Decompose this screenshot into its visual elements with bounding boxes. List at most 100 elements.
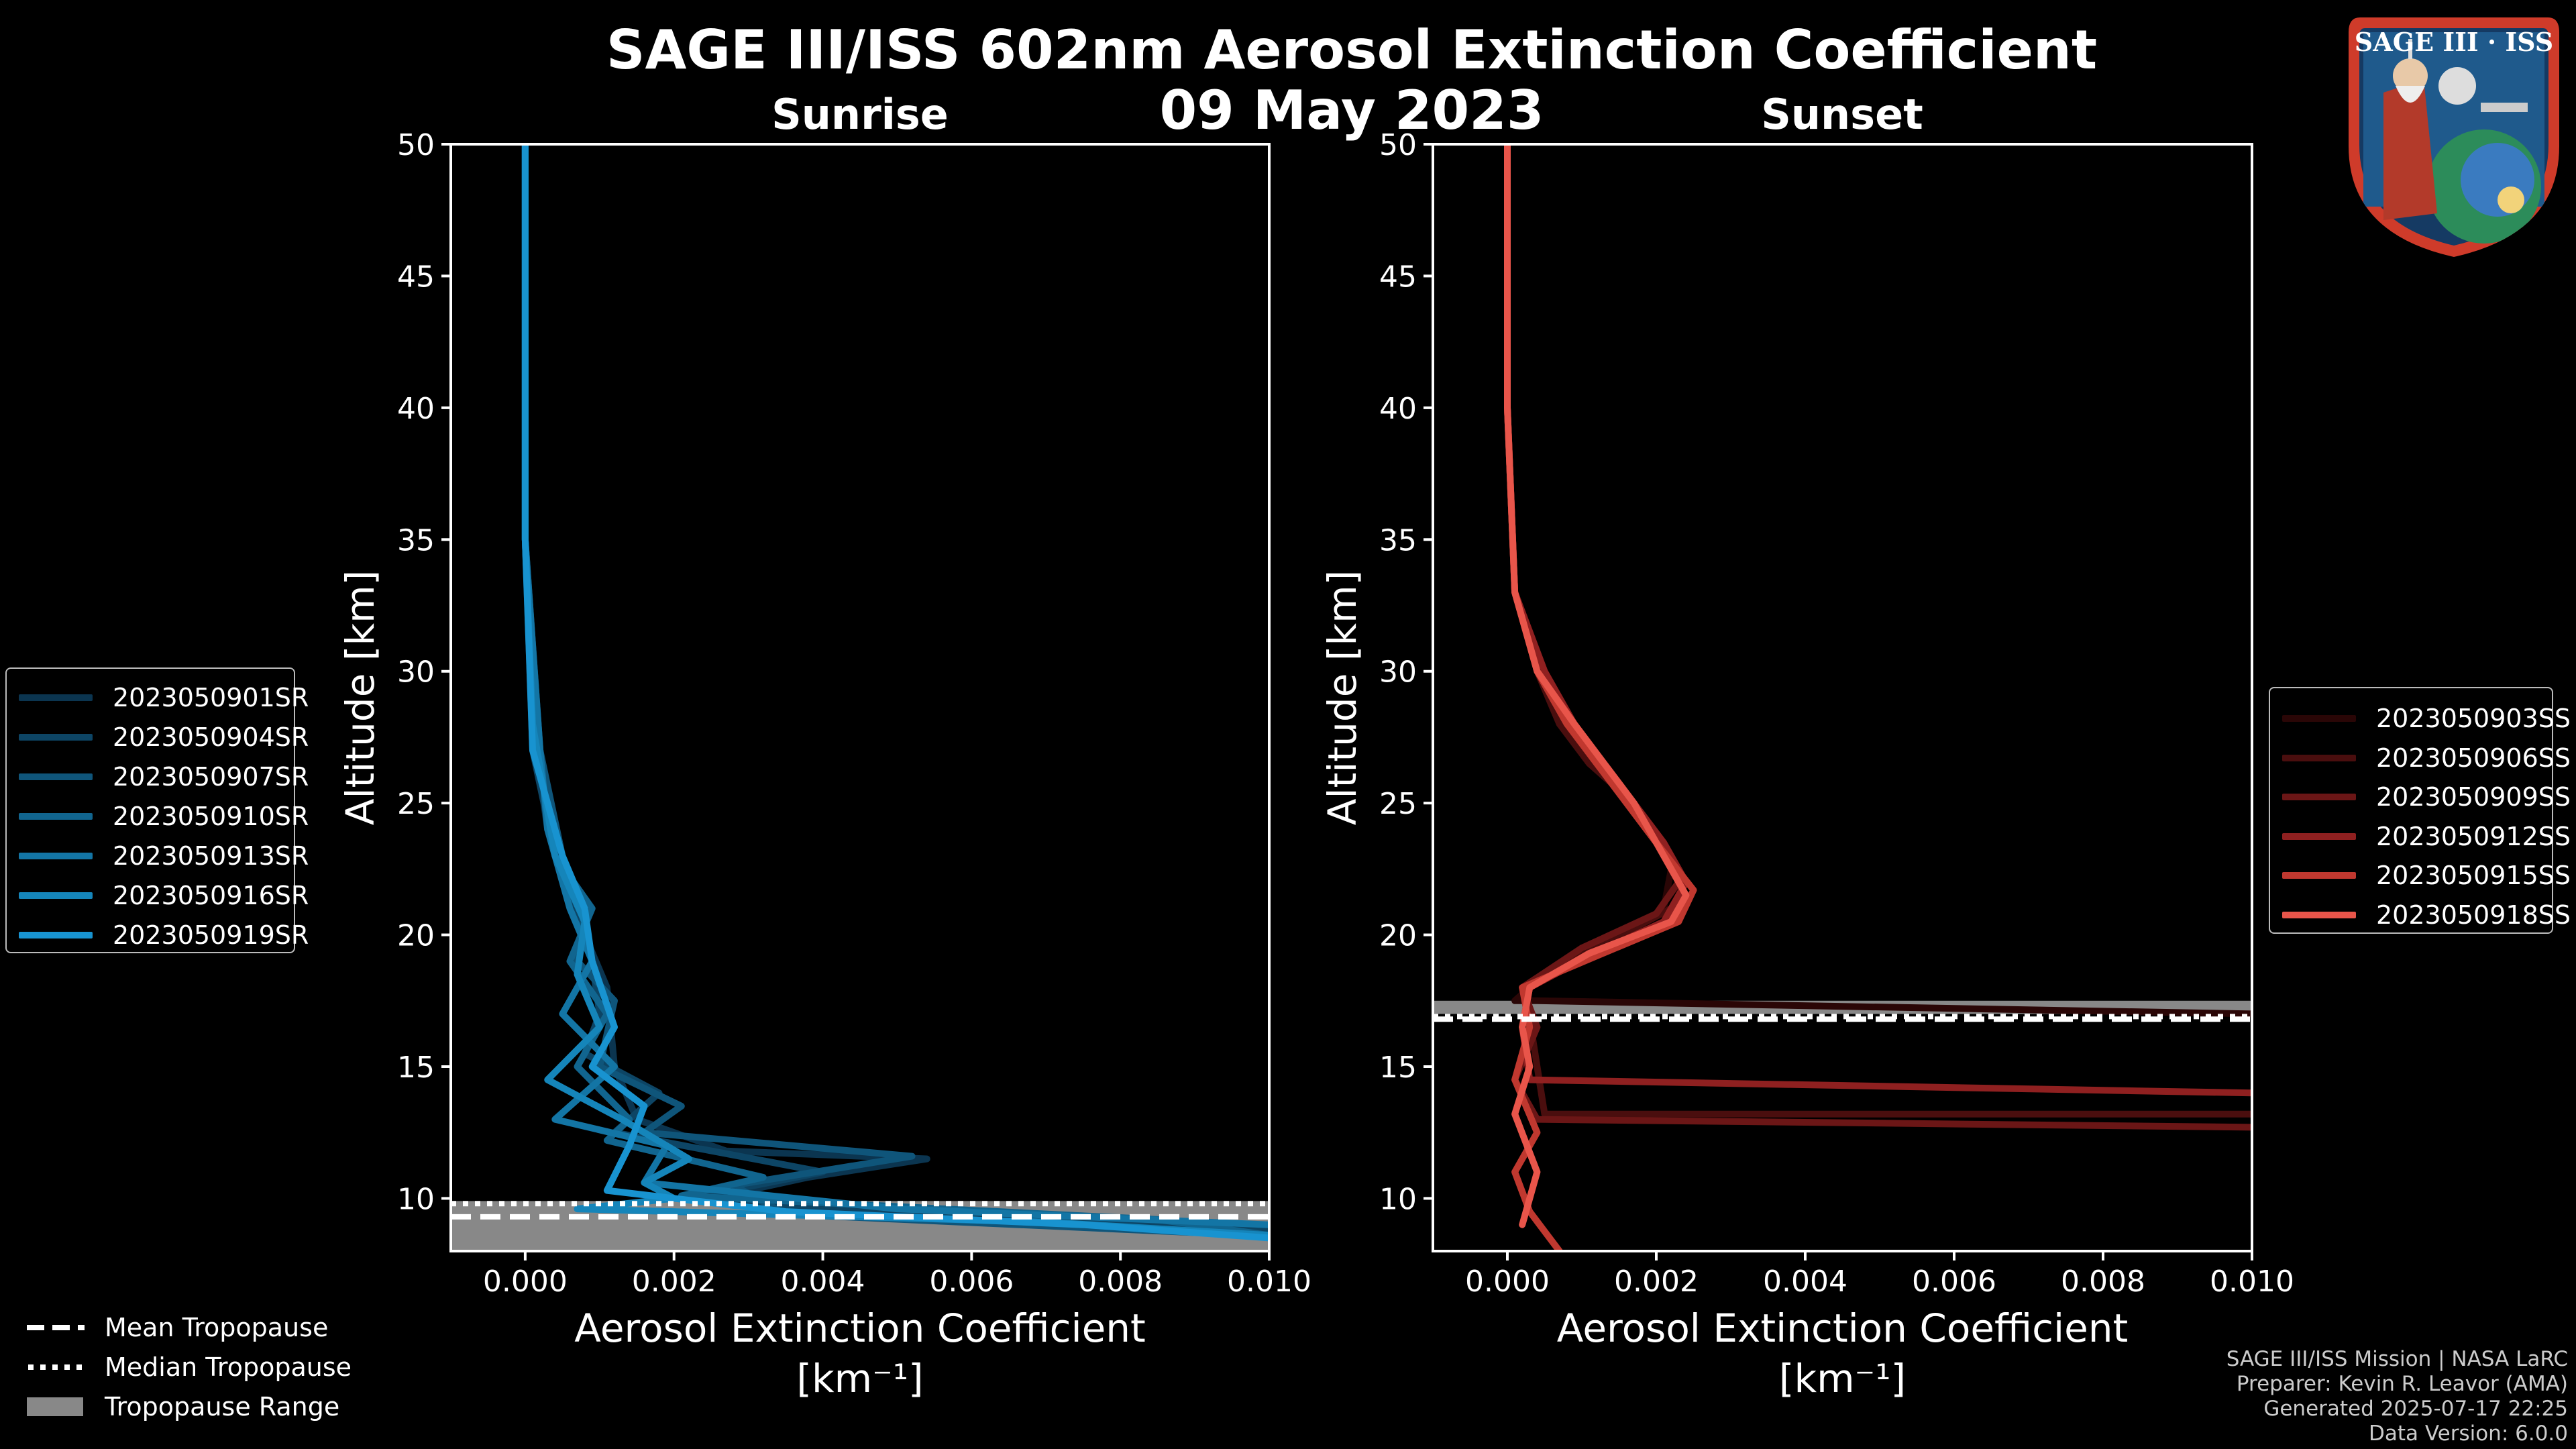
sunset-legend-label: 2023050906SS <box>2376 743 2571 773</box>
sunrise-series-line-2023050913SR <box>521 144 1269 1228</box>
sunset-legend-swatch <box>2282 911 2356 918</box>
sunset-xtick-label: 0.008 <box>2061 1265 2145 1299</box>
sunset-xtick-label: 0.000 <box>1465 1265 1550 1299</box>
sunset-ytick-label: 25 <box>1379 787 1417 821</box>
sunrise-legend-item: 2023050901SR <box>7 678 309 717</box>
footer-mission: SAGE III/ISS Mission | NASA LaRC <box>2226 1347 2568 1371</box>
tropopause-range-label: Tropopause Range <box>105 1392 340 1421</box>
sunrise-ytick-label: 40 <box>397 392 435 426</box>
sunrise-legend-swatch <box>19 734 93 741</box>
sunrise-xaxis-label: Aerosol Extinction Coefficient <box>574 1305 1146 1351</box>
sunset-ytick-label: 15 <box>1379 1051 1417 1085</box>
sunset-series-line-2023050918SS <box>1504 144 1690 1228</box>
logo-text: SAGE III · ISS <box>2355 27 2553 57</box>
sunset-legend-item: 2023050909SS <box>2270 777 2571 816</box>
sunrise-legend-item: 2023050916SR <box>7 876 309 915</box>
sunrise-legend-item: 2023050910SR <box>7 797 309 836</box>
sunrise-legend-label: 2023050904SR <box>113 722 309 752</box>
sunset-legend-label: 2023050903SS <box>2376 704 2571 733</box>
sunset-series-line-2023050909SS <box>1504 144 2252 1131</box>
sunset-legend: 2023050903SS 2023050906SS 2023050909SS 2023… <box>2269 687 2571 934</box>
sunset-legend-item: 2023050903SS <box>2270 699 2571 738</box>
sunrise-xtick-label: 0.000 <box>483 1265 568 1299</box>
sunrise-axes-frame <box>449 143 1271 1252</box>
footer-version: Data Version: 6.0.0 <box>2368 1421 2568 1446</box>
sunset-ytick-label: 35 <box>1379 523 1417 557</box>
sunrise-legend-item: 2023050919SR <box>7 916 309 955</box>
sunset-xaxis-unit: [km⁻¹] <box>1779 1356 1906 1401</box>
sunset-legend-label: 2023050909SS <box>2376 782 2571 812</box>
sunrise-series-line-2023050901SR <box>521 144 1199 1228</box>
sunrise-xtick-label: 0.004 <box>781 1265 865 1299</box>
sunrise-legend-item: 2023050904SR <box>7 718 309 757</box>
sunset-legend-swatch <box>2282 715 2356 722</box>
sunrise-legend-swatch <box>19 694 93 701</box>
sunset-ytick-label: 50 <box>1379 128 1417 162</box>
sunrise-legend-item: 2023050907SR <box>7 757 309 796</box>
sunrise-ytick-label: 15 <box>397 1051 435 1085</box>
sunset-ytick-label: 40 <box>1379 392 1417 426</box>
figure-title: SAGE III/ISS 602nm Aerosol Extinction Co… <box>606 19 2098 81</box>
sunrise-legend-label: 2023050907SR <box>113 762 309 792</box>
sunrise-ytick-label: 20 <box>397 919 435 953</box>
sunrise-legend-item: 2023050913SR <box>7 837 309 875</box>
sunset-panel: 10 15 20 25 30 35 40 45 50 0.000 0.002 0.004 0.006 0.… <box>1320 90 2294 1401</box>
sunset-series-line-2023050912SS <box>1504 144 2252 1097</box>
sunset-ytick-label: 45 <box>1379 260 1417 294</box>
sunset-legend-swatch <box>2282 754 2356 761</box>
sunrise-legend: 2023050901SR 2023050904SR 2023050907SR 2023… <box>5 667 309 953</box>
sunrise-legend-swatch <box>19 813 93 820</box>
sunrise-xtick-label: 0.008 <box>1078 1265 1163 1299</box>
sunrise-series-line-2023050910SR <box>521 144 1269 1239</box>
sunrise-xtick-label: 0.002 <box>632 1265 716 1299</box>
sunrise-ytick-label: 45 <box>397 260 435 294</box>
sunrise-ytick-label: 35 <box>397 523 435 557</box>
sunrise-ytick-label: 30 <box>397 655 435 690</box>
sunset-xtick-label: 0.006 <box>1912 1265 1996 1299</box>
sunrise-legend-label: 2023050901SR <box>113 683 309 712</box>
sunrise-legend-swatch <box>19 853 93 859</box>
mean-tropopause-label: Mean Tropopause <box>105 1313 329 1342</box>
figure-date: 09 May 2023 <box>1159 79 1544 142</box>
sunset-xtick-label: 0.002 <box>1614 1265 1699 1299</box>
sunset-panel-title: Sunset <box>1761 90 1923 139</box>
sunrise-legend-label: 2023050919SR <box>113 920 309 950</box>
footer-preparer: Preparer: Kevin R. Leavor (AMA) <box>2236 1372 2568 1396</box>
sunset-legend-label: 2023050915SS <box>2376 861 2571 890</box>
sunset-legend-label: 2023050918SS <box>2376 900 2571 930</box>
sunset-xtick-label: 0.004 <box>1763 1265 1847 1299</box>
sunset-yaxis-label: Altitude [km] <box>1320 570 1365 825</box>
sunset-series-line-2023050903SS <box>1504 144 2252 1018</box>
sunset-ytick-label: 30 <box>1379 655 1417 690</box>
sage-logo: SAGE III · ISS <box>2349 17 2559 257</box>
tropopause-range-swatch <box>27 1397 83 1416</box>
sunrise-series-line-2023050919SR <box>521 144 1269 1242</box>
sunrise-legend-label: 2023050916SR <box>113 881 309 910</box>
sunset-series-line-2023050906SS <box>1504 144 2252 1118</box>
sunset-series-group <box>1504 144 2252 1251</box>
sunrise-ytick-label: 10 <box>397 1182 435 1216</box>
sunrise-xtick-label: 0.010 <box>1227 1265 1311 1299</box>
sunset-legend-item: 2023050906SS <box>2270 739 2571 777</box>
sunset-legend-item: 2023050915SS <box>2270 856 2571 895</box>
sunset-xtick-label: 0.010 <box>2210 1265 2294 1299</box>
sunset-legend-swatch <box>2282 833 2356 840</box>
sunset-ytick-label: 20 <box>1379 919 1417 953</box>
sunset-legend-item: 2023050918SS <box>2270 896 2571 934</box>
sunrise-xtick-label: 0.006 <box>929 1265 1014 1299</box>
sunrise-legend-swatch <box>19 773 93 780</box>
sunrise-yaxis-label: Altitude [km] <box>337 570 383 825</box>
sunrise-series-group <box>521 144 1269 1242</box>
median-tropopause-swatch <box>28 1364 85 1370</box>
sunrise-legend-swatch <box>19 892 93 899</box>
sunset-legend-item: 2023050912SS <box>2270 817 2571 856</box>
sunrise-panel: 10 15 20 25 30 35 40 45 50 0.000 0.002 0.004 0.006 0.… <box>337 90 1311 1401</box>
sunset-legend-label: 2023050912SS <box>2376 821 2571 851</box>
sunset-ytick-label: 10 <box>1379 1182 1417 1216</box>
sunrise-legend-label: 2023050913SR <box>113 841 309 871</box>
sunrise-xaxis-unit: [km⁻¹] <box>796 1356 923 1401</box>
sunset-legend-swatch <box>2282 794 2356 800</box>
sunrise-series-line-2023050916SR <box>521 144 1269 1239</box>
